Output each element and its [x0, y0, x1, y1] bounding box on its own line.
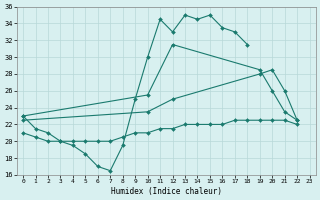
X-axis label: Humidex (Indice chaleur): Humidex (Indice chaleur) — [111, 187, 222, 196]
